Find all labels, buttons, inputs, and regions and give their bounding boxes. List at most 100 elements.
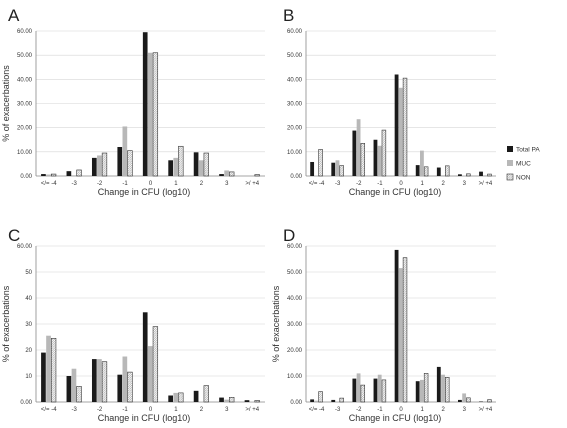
legend-swatch-total xyxy=(507,146,513,152)
bar-non xyxy=(487,399,492,403)
x-tick-label: </= -4 xyxy=(41,407,57,413)
chart-panel-b: 0.00 10.00 20.00 30.00 40.00 50.00 60.00 </= -4… xyxy=(287,29,496,197)
y-tick-label: 10.00 xyxy=(287,374,303,380)
bar-non xyxy=(381,379,387,403)
bar-total xyxy=(331,399,336,402)
bar-total xyxy=(168,160,173,176)
x-tick-label: 0 xyxy=(149,407,153,413)
bar-non xyxy=(445,376,450,403)
bar-muc xyxy=(224,170,229,176)
x-tick-label: -1 xyxy=(377,407,383,413)
y-tick-label: 40.00 xyxy=(287,296,303,302)
bar-non xyxy=(318,391,323,403)
x-tick-label: -1 xyxy=(377,181,383,187)
bar-total xyxy=(373,378,378,402)
bar-non xyxy=(76,386,82,403)
bar-total xyxy=(91,359,97,402)
bar-muc xyxy=(198,160,204,176)
bar-muc xyxy=(46,174,51,176)
x-tick-label: >/ +4 xyxy=(245,407,259,413)
bar-non xyxy=(152,326,159,403)
bar-non xyxy=(152,52,159,177)
bar-muc xyxy=(420,379,424,402)
bar-non xyxy=(203,152,209,177)
bar-total xyxy=(91,157,97,176)
bar-non xyxy=(101,361,108,403)
bar-non xyxy=(254,400,260,403)
y-tick-label: 50 xyxy=(25,270,32,276)
bar-muc xyxy=(356,373,361,402)
x-tick-label: -3 xyxy=(335,407,341,413)
bar-total xyxy=(193,152,199,176)
bar-non xyxy=(318,149,323,177)
y-tick-label: 20 xyxy=(25,348,32,354)
legend-label-muc: MUC xyxy=(516,161,531,168)
x-tick-label: 2 xyxy=(200,407,204,413)
bar-non xyxy=(423,166,429,177)
bar-non xyxy=(487,173,492,177)
bar-total xyxy=(117,374,123,402)
x-tick-label: -1 xyxy=(122,407,128,413)
bar-muc xyxy=(173,392,179,402)
bar-muc xyxy=(483,401,488,402)
y-tick-label: 0.00 xyxy=(20,174,32,180)
y-tick-label: 30.00 xyxy=(287,322,303,328)
y-tick-label: 20.00 xyxy=(287,348,303,354)
bar-muc xyxy=(441,175,445,176)
x-tick-label: -3 xyxy=(71,181,77,187)
chart-panel-a: 0.00 10.00 20.00 30.00 40.00 50.00 60.00 </= -4… xyxy=(1,29,265,197)
bar-total xyxy=(310,399,315,402)
bar-total xyxy=(415,165,420,176)
bar-total xyxy=(479,401,483,402)
x-tick-label: -2 xyxy=(356,181,362,187)
bar-non xyxy=(101,152,108,177)
bar-non xyxy=(50,173,57,177)
bar-muc xyxy=(335,160,340,176)
bar-muc xyxy=(46,335,51,402)
bar-muc xyxy=(441,374,445,402)
y-axis-label: % of exacerbations xyxy=(1,285,11,362)
bar-muc xyxy=(71,175,77,176)
legend-label-non: NON xyxy=(516,175,531,182)
x-axis-label: Change in CFU (log10) xyxy=(349,187,442,197)
bar-non xyxy=(229,171,235,177)
x-tick-label: 3 xyxy=(463,407,467,413)
bar-total xyxy=(244,400,250,402)
bar-total xyxy=(373,139,378,176)
bar-non xyxy=(445,165,450,177)
bar-muc xyxy=(122,356,128,402)
bar-muc xyxy=(398,87,403,176)
y-tick-label: 60.00 xyxy=(17,244,33,250)
bar-total xyxy=(394,74,399,176)
y-tick-label: 10.00 xyxy=(17,150,33,156)
bar-muc xyxy=(97,359,102,402)
y-tick-label: 40.00 xyxy=(17,77,33,83)
bar-muc xyxy=(224,399,229,402)
bar-non xyxy=(178,145,184,177)
x-tick-label: >/ +4 xyxy=(479,181,493,187)
bar-muc xyxy=(97,155,102,176)
x-tick-label: 0 xyxy=(399,181,403,187)
bar-total xyxy=(66,376,72,402)
bar-total xyxy=(193,390,199,402)
bar-non xyxy=(360,384,366,403)
bar-muc xyxy=(356,119,361,176)
bar-total xyxy=(436,167,441,176)
bar-muc xyxy=(147,52,153,176)
bar-total xyxy=(352,378,357,402)
bar-total xyxy=(66,171,72,176)
y-tick-label: 50.00 xyxy=(287,270,303,276)
bar-total xyxy=(142,312,148,402)
bar-total xyxy=(41,174,46,176)
x-tick-label: </= -4 xyxy=(309,407,325,413)
x-tick-label: 3 xyxy=(225,181,229,187)
bar-non xyxy=(466,397,471,403)
panel-letter-d: D xyxy=(283,226,295,245)
x-tick-label: -2 xyxy=(356,407,362,413)
bar-non xyxy=(423,373,429,403)
legend-label-total: Total PA xyxy=(516,147,540,154)
bar-non xyxy=(76,169,82,177)
bar-non xyxy=(339,397,344,403)
bar-non xyxy=(402,77,408,177)
bar-non xyxy=(229,397,235,403)
